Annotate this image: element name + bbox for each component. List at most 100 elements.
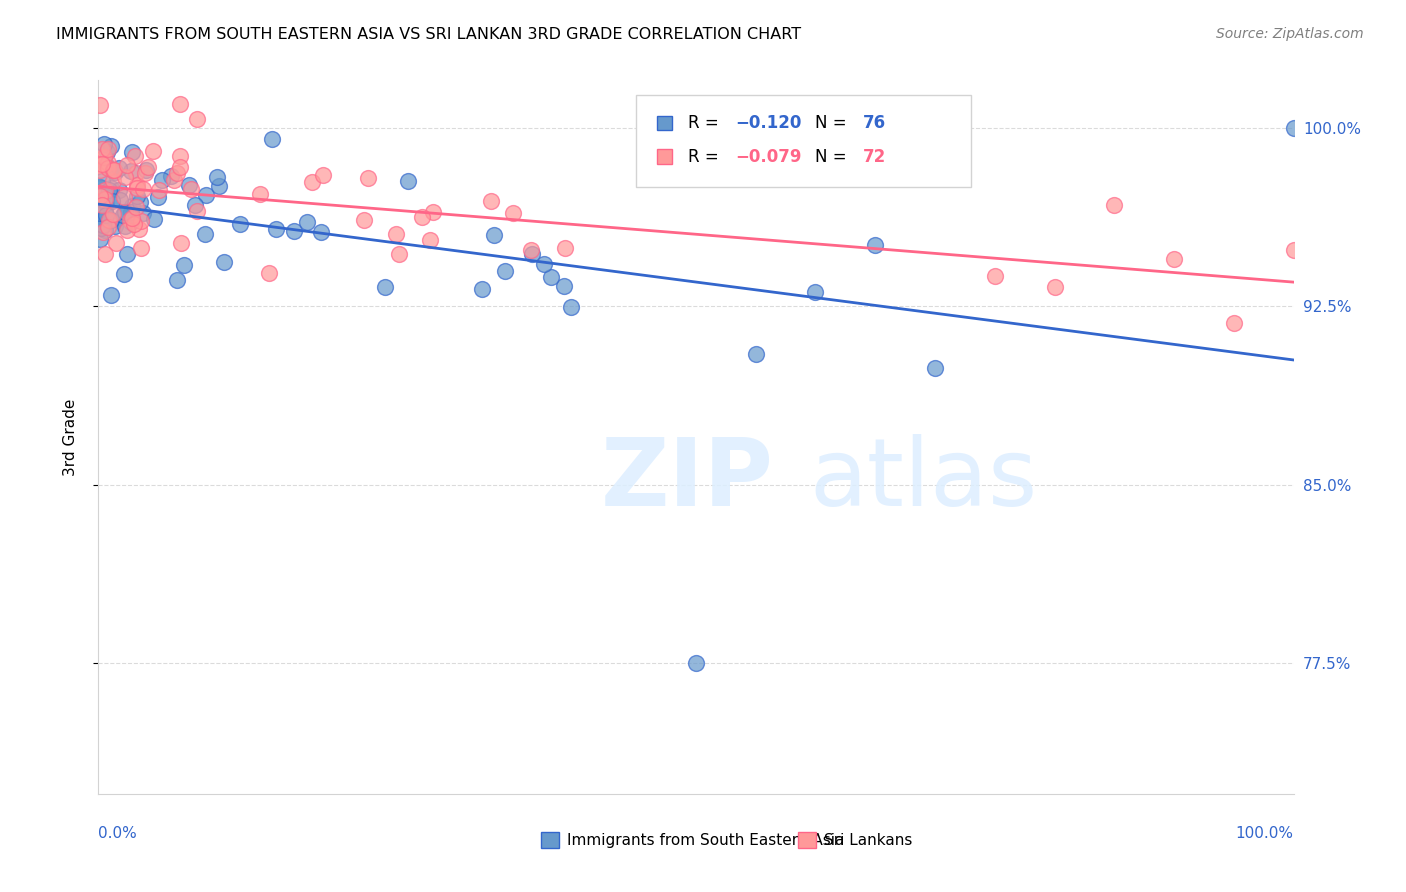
Y-axis label: 3rd Grade: 3rd Grade (63, 399, 77, 475)
Text: R =: R = (688, 114, 724, 132)
Point (301, 175, 323, 189)
Point (166, 166, 188, 180)
Point (128, 195, 150, 210)
Bar (541, 832, 560, 848)
Point (422, 205, 444, 219)
Point (97, 161, 120, 175)
Point (120, 164, 142, 178)
Point (159, 169, 181, 183)
Point (101, 207, 124, 221)
Point (94, 195, 117, 210)
Point (89, 163, 111, 178)
Point (685, 656, 707, 670)
Point (90, 221, 112, 235)
Point (169, 97, 191, 112)
Point (194, 227, 217, 241)
Point (100, 287, 122, 301)
Point (560, 300, 582, 314)
Point (93, 150, 115, 164)
Point (94, 184, 117, 198)
Point (104, 219, 127, 233)
Point (100, 213, 122, 227)
Text: −0.079: −0.079 (735, 148, 801, 166)
Point (411, 210, 433, 224)
Point (1104, 198, 1126, 212)
Point (129, 214, 152, 228)
Point (124, 149, 146, 163)
Point (170, 235, 193, 250)
Bar (797, 832, 817, 848)
Point (94, 211, 117, 226)
Point (984, 268, 1007, 283)
Text: Immigrants from South Eastern Asia: Immigrants from South Eastern Asia (567, 833, 844, 847)
Point (184, 198, 207, 212)
Text: 0.0%: 0.0% (98, 826, 138, 841)
Point (166, 273, 188, 287)
Point (283, 224, 305, 238)
Point (804, 285, 827, 300)
Point (142, 144, 165, 158)
Point (104, 235, 127, 250)
Point (121, 145, 143, 159)
Text: IMMIGRANTS FROM SOUTH EASTERN ASIA VS SRI LANKAN 3RD GRADE CORRELATION CHART: IMMIGRANTS FROM SOUTH EASTERN ASIA VS SR… (56, 27, 801, 42)
Point (91, 218, 114, 232)
Point (90, 142, 112, 156)
Point (111, 208, 134, 222)
Point (357, 170, 380, 185)
Point (540, 270, 562, 285)
Point (257, 266, 280, 280)
Point (93, 247, 115, 261)
Point (115, 247, 138, 261)
Text: 76: 76 (863, 114, 886, 132)
Text: R =: R = (688, 148, 724, 166)
Point (101, 194, 124, 209)
Point (533, 257, 555, 271)
Point (89, 232, 111, 246)
Point (115, 158, 138, 172)
Point (108, 161, 131, 175)
Point (100, 181, 122, 195)
Point (112, 267, 135, 281)
Point (385, 227, 408, 242)
Point (90, 157, 112, 171)
Point (89, 98, 111, 112)
Point (114, 169, 136, 184)
Point (173, 258, 195, 272)
Point (554, 241, 576, 255)
Text: Source: ZipAtlas.com: Source: ZipAtlas.com (1216, 27, 1364, 41)
Point (865, 237, 887, 252)
Bar (657, 150, 672, 164)
Text: N =: N = (815, 114, 852, 132)
Point (103, 174, 125, 188)
Point (309, 226, 332, 240)
Point (98, 212, 121, 227)
Point (91, 198, 114, 212)
Point (89, 189, 111, 203)
Point (89, 158, 111, 172)
Point (1223, 316, 1246, 330)
Text: ZIP: ZIP (600, 434, 773, 526)
Point (1282, 243, 1305, 257)
Point (107, 182, 129, 196)
Point (121, 199, 143, 213)
Point (96, 142, 118, 156)
Text: Sri Lankans: Sri Lankans (824, 833, 912, 847)
Point (388, 247, 411, 261)
Point (121, 211, 143, 225)
Point (134, 166, 156, 180)
Point (103, 163, 125, 178)
Point (169, 149, 191, 163)
Point (93, 223, 115, 237)
Point (89, 179, 111, 194)
Point (103, 163, 125, 178)
Point (169, 160, 191, 174)
Point (1043, 279, 1066, 293)
FancyBboxPatch shape (637, 95, 972, 187)
Point (179, 178, 201, 193)
Point (110, 193, 132, 207)
Point (98, 183, 121, 197)
Point (479, 194, 502, 208)
Text: 72: 72 (863, 148, 887, 166)
Point (502, 205, 524, 219)
Point (91, 174, 114, 188)
